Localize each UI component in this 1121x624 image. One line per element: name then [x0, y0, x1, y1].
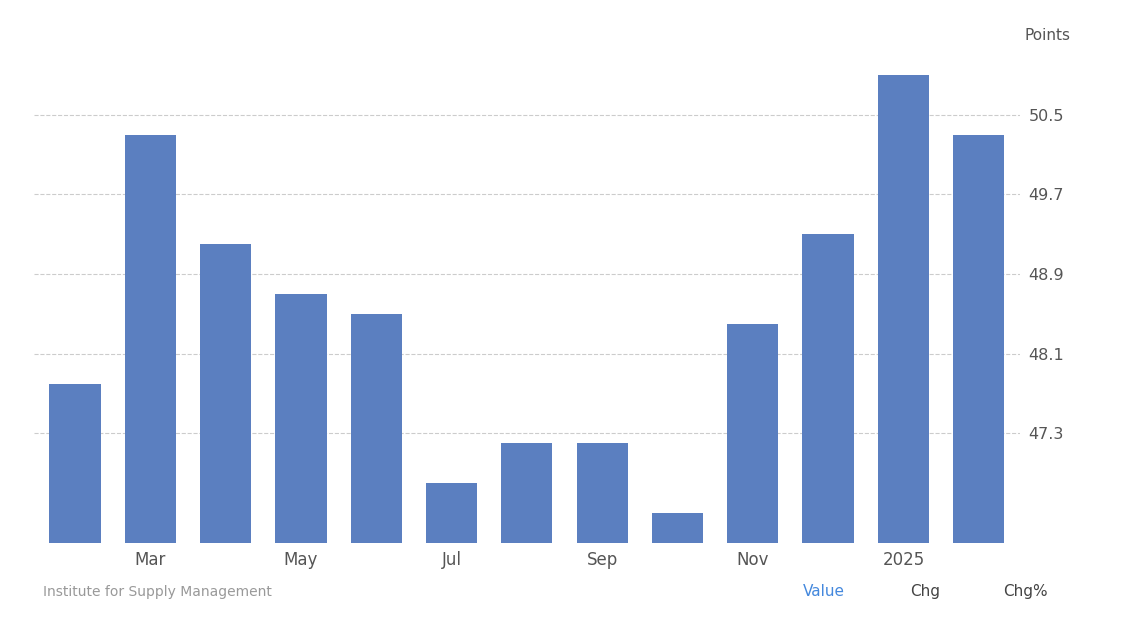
- Text: Points: Points: [1025, 28, 1071, 43]
- Text: Institute for Supply Management: Institute for Supply Management: [43, 585, 271, 599]
- Bar: [351, 314, 401, 543]
- Text: Chg%: Chg%: [1003, 584, 1048, 599]
- Bar: [652, 513, 703, 543]
- Bar: [124, 135, 176, 543]
- Bar: [276, 294, 326, 543]
- Bar: [501, 443, 553, 543]
- Bar: [803, 234, 854, 543]
- Bar: [576, 443, 628, 543]
- Bar: [200, 244, 251, 543]
- Bar: [49, 384, 101, 543]
- Bar: [953, 135, 1004, 543]
- Bar: [878, 75, 929, 543]
- Bar: [426, 483, 478, 543]
- Text: Chg: Chg: [910, 584, 939, 599]
- Text: Value: Value: [803, 584, 845, 599]
- Bar: [728, 324, 778, 543]
